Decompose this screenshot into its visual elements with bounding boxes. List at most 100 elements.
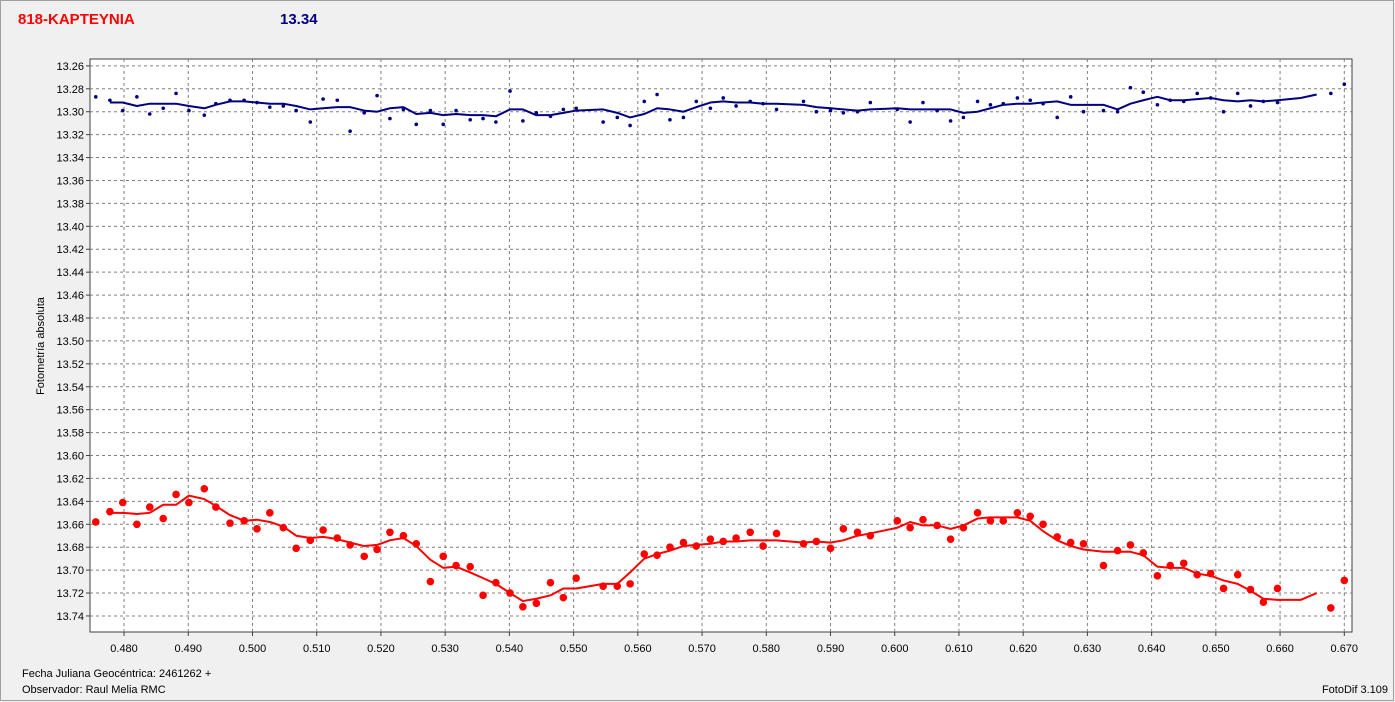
data-point	[226, 519, 234, 527]
data-point	[799, 539, 808, 548]
data-point	[1233, 570, 1242, 579]
data-point	[386, 528, 394, 537]
data-point	[708, 106, 713, 111]
data-point	[559, 593, 568, 602]
data-point	[988, 103, 993, 107]
data-point	[319, 526, 327, 534]
data-point	[1101, 108, 1106, 113]
data-point	[348, 129, 352, 133]
data-point	[626, 580, 634, 588]
data-point	[133, 520, 141, 529]
data-point	[1015, 96, 1020, 100]
data-point	[973, 509, 982, 517]
data-point	[906, 523, 914, 532]
data-point	[801, 99, 806, 104]
data-point	[335, 98, 340, 103]
data-point	[746, 528, 755, 537]
data-point	[519, 602, 527, 611]
data-point	[187, 108, 191, 113]
data-point	[732, 534, 740, 542]
data-point	[774, 107, 779, 112]
data-point	[1153, 572, 1162, 580]
x-tick-label: 0.500	[239, 643, 267, 655]
data-point	[268, 105, 272, 109]
data-point	[1327, 604, 1335, 612]
data-point	[975, 99, 980, 104]
smoothed-line	[109, 93, 1317, 119]
y-tick-label: 13.52	[56, 359, 84, 371]
y-tick-label: 13.72	[56, 588, 84, 600]
data-point	[1026, 512, 1035, 521]
y-tick-label: 13.46	[56, 290, 84, 302]
data-point	[388, 116, 392, 121]
x-tick-label: 0.620	[1009, 643, 1037, 655]
x-tick-label: 0.650	[1202, 643, 1230, 655]
x-tick-label: 0.490	[174, 643, 202, 655]
data-point	[185, 498, 193, 507]
y-tick-label: 13.36	[56, 175, 84, 187]
data-point	[986, 517, 995, 525]
data-point	[1342, 82, 1347, 87]
y-tick-label: 13.50	[56, 336, 84, 348]
y-tick-label: 13.56	[56, 405, 84, 417]
data-point	[1039, 520, 1047, 529]
y-tick-label: 13.26	[56, 61, 84, 73]
x-tick-label: 0.630	[1074, 643, 1102, 655]
data-point	[172, 490, 180, 499]
data-point	[572, 574, 580, 582]
data-point	[454, 108, 458, 113]
y-tick-label: 13.42	[56, 244, 84, 256]
data-point	[1329, 91, 1333, 96]
y-tick-label: 13.34	[56, 153, 84, 165]
x-tick-label: 0.670	[1331, 643, 1359, 655]
y-tick-label: 13.70	[56, 565, 84, 577]
data-point	[292, 544, 300, 553]
data-point	[919, 515, 927, 524]
data-point	[1275, 100, 1280, 105]
y-tick-label: 13.64	[56, 496, 84, 508]
data-point	[1259, 598, 1268, 607]
data-point	[481, 116, 485, 121]
data-point	[655, 92, 659, 97]
data-point	[1113, 546, 1122, 555]
data-point	[772, 529, 781, 538]
data-point	[1028, 98, 1033, 103]
data-point	[1141, 90, 1146, 95]
data-point	[1055, 115, 1060, 120]
y-tick-label: 13.54	[56, 382, 84, 394]
data-point	[1126, 541, 1135, 549]
data-point	[828, 108, 833, 113]
data-point	[1099, 561, 1108, 570]
data-point	[1068, 95, 1073, 99]
data-point	[841, 111, 846, 115]
x-tick-label: 0.640	[1138, 643, 1166, 655]
data-point	[1219, 584, 1228, 593]
data-point	[1013, 509, 1022, 517]
data-point	[1128, 85, 1133, 90]
y-tick-label: 13.30	[56, 107, 84, 119]
y-tick-label: 13.68	[56, 542, 84, 554]
data-point	[1155, 103, 1160, 107]
data-point	[628, 123, 632, 128]
data-point	[839, 525, 848, 533]
footer-text: FotoDif 3.109	[1322, 684, 1388, 696]
data-point	[375, 93, 379, 98]
x-tick-label: 0.480	[110, 643, 138, 655]
data-point	[574, 106, 578, 111]
footer-text: Fecha Juliana Geocéntrica: 2461262 +	[22, 668, 211, 680]
data-point	[441, 122, 446, 127]
data-point	[147, 112, 152, 116]
data-point	[91, 518, 100, 526]
x-tick-label: 0.530	[431, 643, 459, 655]
y-tick-label: 13.48	[56, 313, 84, 325]
data-point	[106, 507, 114, 516]
data-point	[694, 99, 699, 104]
data-point	[759, 542, 767, 550]
data-point	[826, 544, 835, 553]
data-point	[546, 578, 555, 587]
data-point	[532, 599, 541, 608]
data-point	[679, 538, 688, 547]
chart-subtitle: 13.34	[280, 11, 318, 28]
data-point	[681, 115, 686, 120]
